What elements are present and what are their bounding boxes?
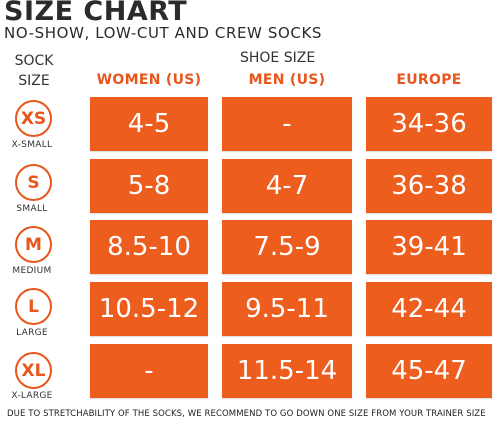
sock-label-line1: SOCK <box>14 53 54 69</box>
cell-men-xs: - <box>222 97 352 151</box>
size-name-l: LARGE <box>16 328 48 338</box>
cell-men-s: 4-7 <box>222 159 352 213</box>
cell-europe-s: 36-38 <box>366 159 492 213</box>
size-name-s: SMALL <box>16 204 48 214</box>
shoe-size-label: SHOE SIZE <box>240 50 316 66</box>
size-circle-s: S <box>15 164 52 201</box>
page-title: SIZE CHART <box>4 0 188 27</box>
size-name-xl: X-LARGE <box>11 391 53 401</box>
cell-women-xl: - <box>90 344 208 398</box>
size-circle-l: L <box>15 288 52 325</box>
size-name-xs: X-SMALL <box>11 140 53 150</box>
size-circle-xs: XS <box>15 100 52 137</box>
column-header-europe: EUROPE <box>396 72 462 88</box>
cell-europe-l: 42-44 <box>366 282 492 336</box>
sock-label-line2: SIZE <box>18 73 50 89</box>
cell-women-xs: 4-5 <box>90 97 208 151</box>
cell-men-l: 9.5-11 <box>222 282 352 336</box>
size-circle-m: M <box>15 226 52 263</box>
cell-europe-xs: 34-36 <box>366 97 492 151</box>
cell-men-xl: 11.5-14 <box>222 344 352 398</box>
page-subtitle: NO-SHOW, LOW-CUT AND CREW SOCKS <box>4 24 323 42</box>
size-circle-xl: XL <box>15 352 52 389</box>
column-header-women: WOMEN (US) <box>96 72 202 88</box>
cell-women-m: 8.5-10 <box>90 220 208 274</box>
footer-note: DUE TO STRETCHABILITY OF THE SOCKS, WE R… <box>7 409 486 419</box>
size-name-m: MEDIUM <box>12 266 52 276</box>
cell-europe-m: 39-41 <box>366 220 492 274</box>
cell-women-s: 5-8 <box>90 159 208 213</box>
cell-women-l: 10.5-12 <box>90 282 208 336</box>
column-header-men: MEN (US) <box>248 72 326 88</box>
cell-men-m: 7.5-9 <box>222 220 352 274</box>
cell-europe-xl: 45-47 <box>366 344 492 398</box>
